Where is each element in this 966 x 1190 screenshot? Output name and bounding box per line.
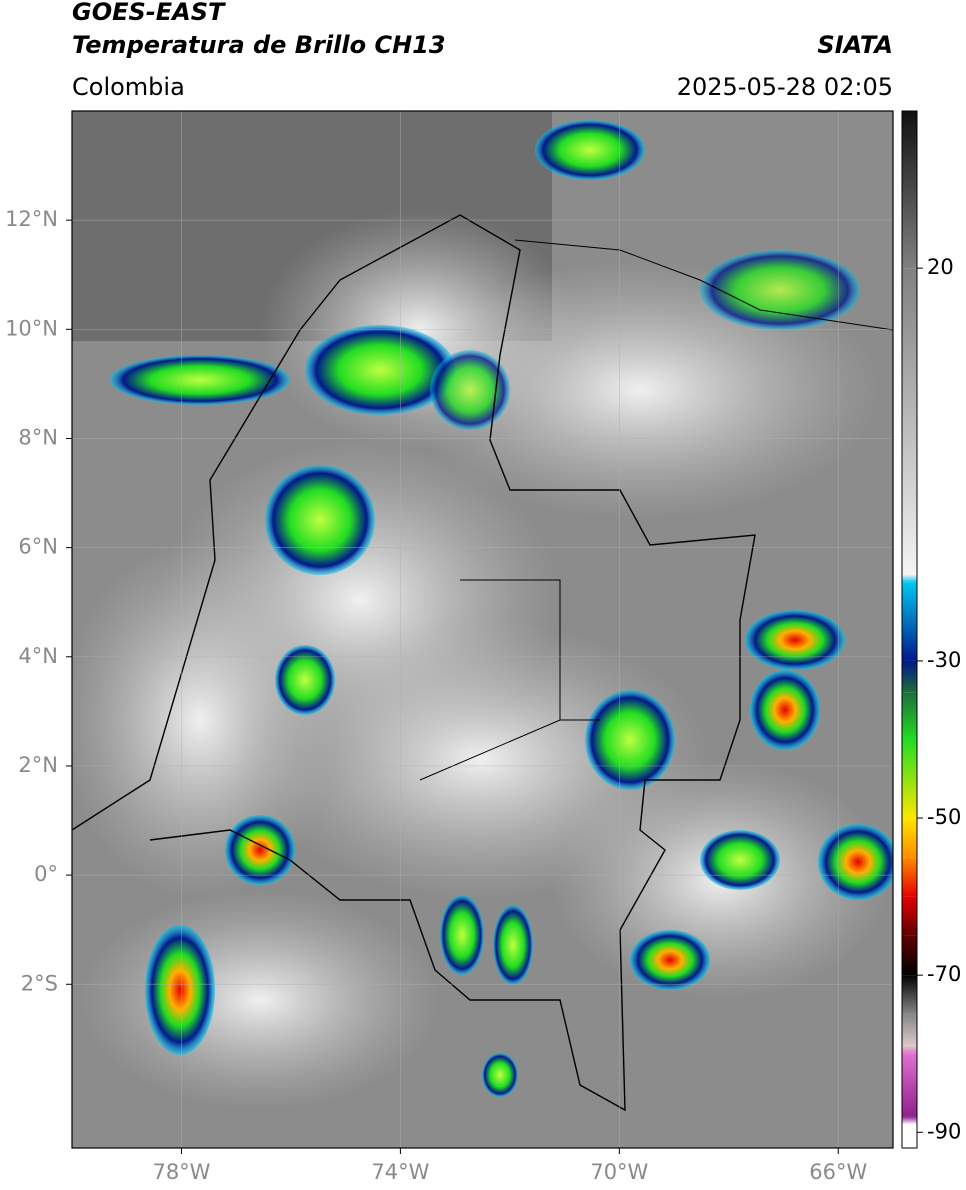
colorbar-segment [902,111,917,269]
colorbar-segment [902,935,917,976]
y-tick-label: 4°N [18,644,58,668]
colorbar-segment [902,692,917,740]
colorbar-segment [902,1116,917,1125]
datetime: 2025-05-28 02:05 [677,73,893,101]
satellite-image [72,111,893,1148]
x-tick-label: 78°W [152,1160,210,1184]
x-tick-label: 74°W [371,1160,429,1184]
colorbar-tick-label: -50 [927,805,961,829]
y-tick-label: 6°N [18,535,58,559]
y-tick-label: 10°N [5,316,58,340]
x-tick-label: 66°W [809,1160,867,1184]
graticule: 78°W 74°W 70°W 66°W 2°S 0° 2°N 4°N 6°N 8°N 10°N 12°… [5,111,893,1184]
y-tick-label: 0° [34,862,58,886]
y-tick-label: 8°N [18,425,58,449]
colorbar-segment [902,896,917,936]
colorbar: -90 -70 -50 -30 20 [902,111,961,1148]
title: GOES-EAST [72,0,226,26]
colorbar-segment [902,739,917,819]
colorbar-segment [902,975,917,1015]
subtitle: Temperatura de Brillo CH13 [72,31,446,59]
colorbar-tick-label: 20 [927,255,954,279]
colorbar-tick-label: -90 [927,1119,961,1143]
colorbar-segment [902,1045,917,1054]
region: Colombia [72,73,185,101]
colorbar-segment [902,1124,917,1148]
colorbar-segment [902,1053,917,1117]
colorbar-segment [902,268,917,575]
y-tick-label: 2°N [18,753,58,777]
colorbar-segment [902,582,917,661]
colorbar-segment [902,574,917,583]
colorbar-segment [902,660,917,693]
y-tick-label: 12°N [5,207,58,231]
map-frame [71,110,894,1149]
y-tick-label: 2°S [21,971,58,995]
colorbar-tick-label: -30 [927,648,961,672]
colorbar-segment [902,818,917,858]
colorbar-segment [902,1014,917,1046]
colorbar-tick-label: -70 [927,962,961,986]
source: SIATA [817,31,893,59]
colorbar-segment [902,857,917,897]
colorbar-frame [901,110,918,1149]
x-tick-label: 70°W [590,1160,648,1184]
